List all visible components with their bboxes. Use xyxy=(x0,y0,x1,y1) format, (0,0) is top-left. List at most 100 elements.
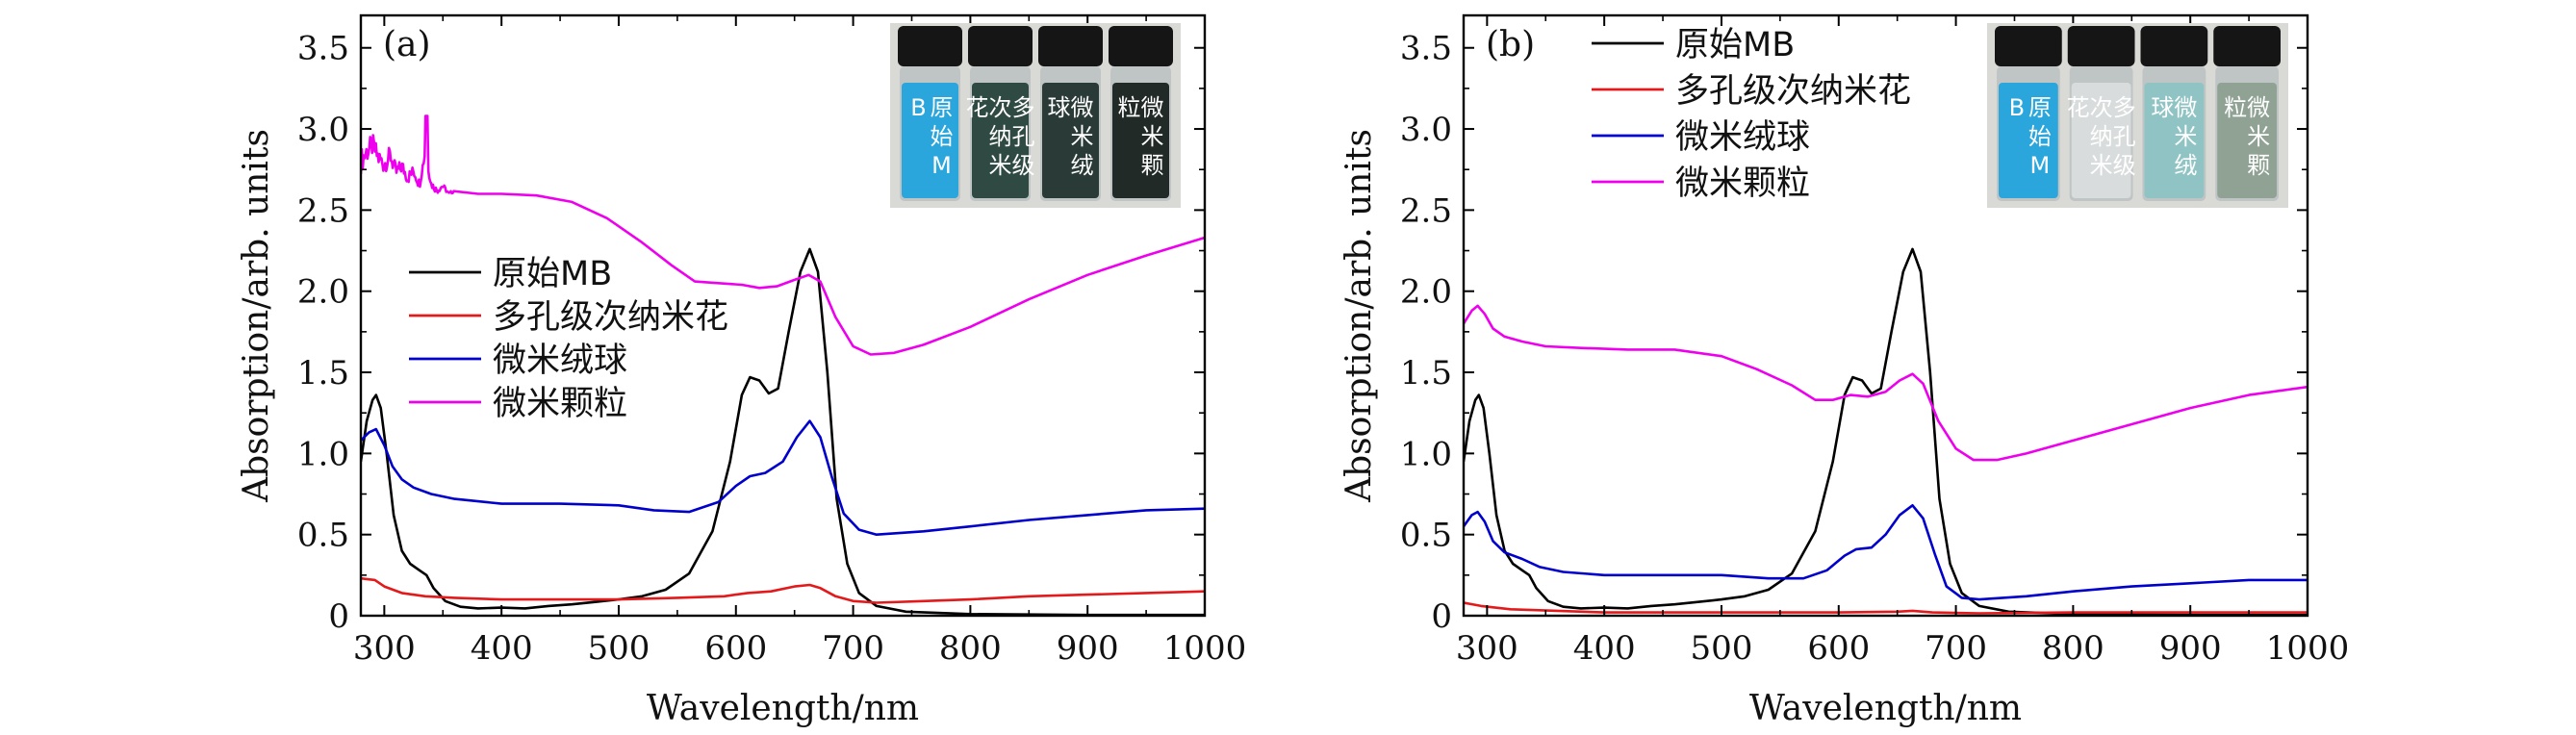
vial-label-char: 多 xyxy=(2113,94,2136,121)
legend-label: 微米绒球 xyxy=(493,342,627,380)
vial-label-char: 粒 xyxy=(1118,94,1141,121)
vial-cap xyxy=(2213,26,2281,66)
vial-label-char: M xyxy=(931,152,952,179)
vial-liquid xyxy=(2071,83,2131,198)
y-tick-label: 2.5 xyxy=(297,191,349,230)
vial-label-char: 原 xyxy=(2028,94,2052,121)
x-tick-label: 500 xyxy=(588,629,650,668)
vial: 微米绒 球 xyxy=(1038,26,1103,201)
vial-cap xyxy=(898,26,962,66)
series-line-0 xyxy=(361,247,1205,616)
vial-label-char: 次 xyxy=(989,94,1012,121)
vial-label-char: 级 xyxy=(1012,152,1035,179)
vial-cap xyxy=(1995,26,2062,66)
vial-label-char: 粒 xyxy=(2224,94,2247,121)
y-axis-label: Absorption/arb. units xyxy=(1339,129,1379,503)
vial: 微米颗 粒 xyxy=(1109,26,1173,201)
legend-label: 微米颗粒 xyxy=(1675,165,1810,203)
vial-liquid xyxy=(1042,83,1099,198)
vial: 微米颗 粒 xyxy=(2213,26,2281,201)
vial-label-char: 球 xyxy=(2151,94,2174,121)
vial-label-char: 始 xyxy=(2028,123,2052,150)
y-tick-label: 1.5 xyxy=(1400,354,1452,393)
vial-label-char: 颗 xyxy=(2247,152,2270,179)
vial-label-char: 孔 xyxy=(2113,123,2136,150)
vial-liquid xyxy=(972,83,1029,198)
y-tick-label: 0 xyxy=(1431,597,1452,636)
series-line-3 xyxy=(1464,304,2308,462)
panel-label: (b) xyxy=(1486,25,1535,64)
y-tick-label: 0.5 xyxy=(1400,517,1452,555)
x-tick-label: 900 xyxy=(2159,629,2222,668)
vial-label-char: 米 xyxy=(2174,123,2197,150)
vial-label-char: 绒 xyxy=(2174,152,2197,179)
vial-label-char: 花 xyxy=(966,94,989,121)
vial-label-char: 原 xyxy=(931,94,954,121)
y-tick-label: 1.0 xyxy=(297,435,349,473)
y-tick-label: 3.0 xyxy=(1400,111,1452,149)
vial: 原始M B xyxy=(898,26,962,201)
x-tick-label: 1000 xyxy=(2266,629,2350,668)
vial-liquid xyxy=(2144,83,2205,198)
x-axis-label: Wavelength/nm xyxy=(1749,689,2022,728)
vial-label-char: 米 xyxy=(989,152,1012,179)
legend-label: 原始MB xyxy=(493,255,612,293)
vial-label-char: 次 xyxy=(2090,94,2113,121)
vial-label-char: 始 xyxy=(931,123,954,150)
y-tick-label: 0 xyxy=(328,597,349,636)
legend-label: 微米颗粒 xyxy=(493,385,627,423)
vial-label-char: 孔 xyxy=(1012,123,1035,150)
x-axis-label: Wavelength/nm xyxy=(647,689,919,728)
vial-label-char: 绒 xyxy=(1071,152,1094,179)
y-tick-label: 3.0 xyxy=(297,111,349,149)
vial-label-char: 级 xyxy=(2113,152,2136,179)
series-line-2 xyxy=(1464,504,2308,601)
inset-photo: 原始MB 多孔级次纳米花 微米绒球 微米颗粒 xyxy=(890,23,1181,208)
x-tick-label: 300 xyxy=(353,629,416,668)
vial-label-char: 纳 xyxy=(2090,123,2113,150)
legend-label: 多孔级次纳米花 xyxy=(1675,72,1911,111)
series-line-1 xyxy=(1464,601,2308,615)
vial-label-char: 微 xyxy=(2174,94,2197,121)
y-tick-label: 3.5 xyxy=(297,30,349,68)
series-line-0 xyxy=(1464,247,2308,616)
vial-liquid xyxy=(1112,83,1169,198)
x-tick-label: 800 xyxy=(2042,629,2104,668)
x-tick-label: 600 xyxy=(1807,629,1870,668)
y-tick-label: 2.5 xyxy=(1400,191,1452,230)
legend-label: 多孔级次纳米花 xyxy=(493,298,728,337)
vial-label-char: B xyxy=(2009,94,2025,121)
series-line-3 xyxy=(361,114,1205,356)
series-line-2 xyxy=(361,419,1205,536)
vial-label-char: B xyxy=(910,94,926,121)
panel-label: (a) xyxy=(383,25,431,64)
vial-cap xyxy=(1038,26,1103,66)
vial-label-char: 微 xyxy=(1141,94,1164,121)
vial-label-char: 颗 xyxy=(1141,152,1164,179)
vial-liquid xyxy=(1999,83,2058,198)
vial: 多孔级 次纳米 花 xyxy=(2067,26,2136,201)
vial: 多孔级 次纳米 花 xyxy=(966,26,1035,201)
vial-liquid xyxy=(902,83,958,198)
vial: 原始M B xyxy=(1995,26,2062,201)
x-tick-label: 700 xyxy=(822,629,884,668)
vial-label-char: M xyxy=(2030,152,2051,179)
vial-cap xyxy=(2067,26,2135,66)
y-axis-label: Absorption/arb. units xyxy=(237,129,276,503)
x-tick-label: 400 xyxy=(1573,629,1636,668)
x-tick-label: 800 xyxy=(939,629,1002,668)
vial-cap xyxy=(1109,26,1173,66)
vial-label-char: 米 xyxy=(2090,152,2113,179)
vial-label-char: 米 xyxy=(1071,123,1094,150)
x-tick-label: 300 xyxy=(1456,629,1518,668)
series-line-1 xyxy=(361,576,1205,604)
chart-panel-a: 300 400 500 600 700 800 900 1000 0 0.5 1.0 1.5 2.0 2.… xyxy=(237,13,1246,728)
x-tick-label: 500 xyxy=(1691,629,1753,668)
vial-label-char: 花 xyxy=(2067,94,2090,121)
series-group xyxy=(1464,247,2308,616)
legend-label: 原始MB xyxy=(1675,26,1795,64)
chart-panel-b: 300 400 500 600 700 800 900 1000 0 0.5 1.0 1.5 2.0 2.… xyxy=(1339,13,2350,728)
